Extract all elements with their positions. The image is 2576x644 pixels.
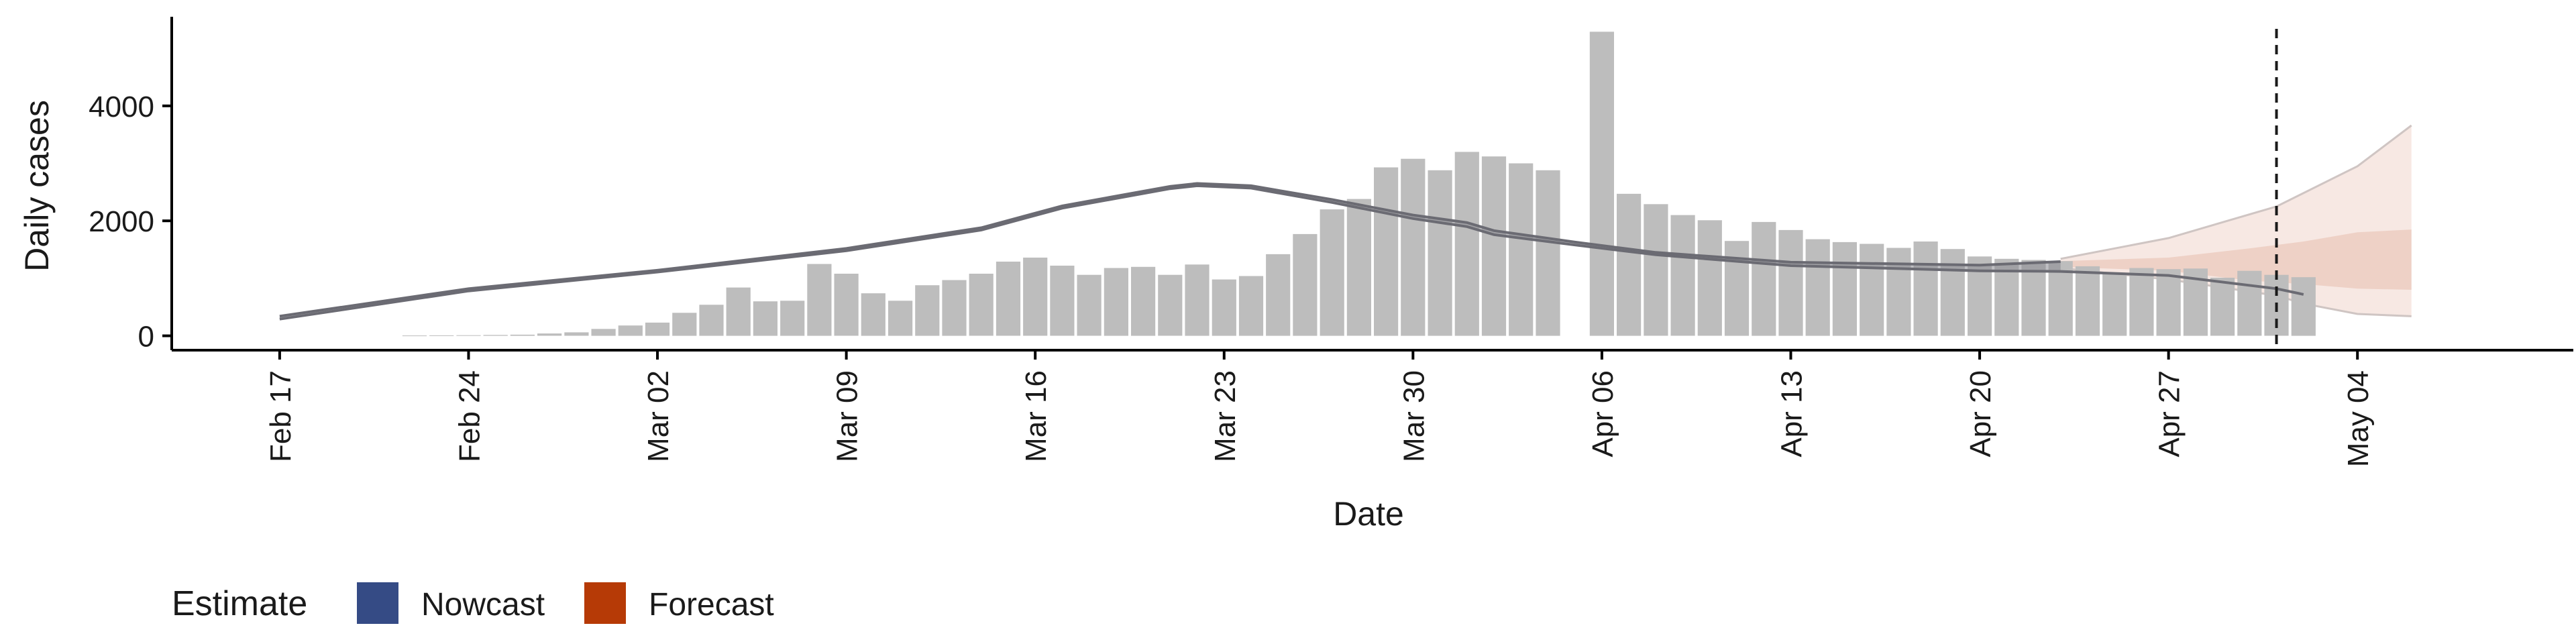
- bar: [591, 329, 616, 336]
- x-tick-label: Apr 06: [1587, 370, 1619, 458]
- legend-swatch-nowcast: [357, 582, 398, 624]
- bar: [1158, 274, 1183, 336]
- bar: [753, 301, 777, 336]
- bar: [1212, 279, 1236, 336]
- bar: [1481, 156, 1507, 336]
- bar: [1238, 276, 1264, 336]
- bar: [996, 262, 1021, 336]
- y-tick-label: 2000: [89, 205, 154, 238]
- y-axis-title: Daily cases: [18, 100, 56, 272]
- bar: [1185, 264, 1210, 336]
- bar: [1509, 163, 1534, 336]
- bar: [1644, 204, 1668, 336]
- bar: [1670, 215, 1695, 336]
- x-tick-label: Mar 23: [1209, 370, 1242, 462]
- bar: [429, 335, 454, 336]
- legend: Estimate Nowcast Forecast: [172, 582, 774, 624]
- bar: [2291, 277, 2316, 336]
- bar: [1131, 266, 1156, 336]
- bars: [402, 32, 2316, 337]
- bar: [1454, 152, 1479, 336]
- bar: [1428, 170, 1452, 336]
- bar: [699, 305, 724, 336]
- bar: [2156, 269, 2181, 336]
- x-tick-label: Mar 30: [1397, 370, 1430, 462]
- bar: [2048, 261, 2073, 336]
- bar: [1293, 233, 1318, 336]
- bar: [915, 285, 940, 336]
- bar: [1886, 248, 1911, 336]
- bar: [1266, 254, 1291, 336]
- x-tick-label: Apr 20: [1964, 370, 1997, 458]
- bar: [2075, 266, 2100, 336]
- bar: [537, 333, 562, 336]
- legend-swatch-forecast: [584, 582, 626, 624]
- nowcast-upper-line: [279, 182, 2061, 318]
- x-tick-label: May 04: [2342, 370, 2375, 467]
- bar: [807, 264, 832, 336]
- bar: [1940, 249, 1965, 336]
- x-tick-label: Feb 24: [453, 370, 486, 462]
- x-tick-label: Mar 09: [831, 370, 864, 462]
- bar: [969, 274, 994, 336]
- y-tick-label: 0: [138, 321, 154, 354]
- bar: [942, 280, 967, 336]
- bar: [2129, 268, 2154, 336]
- bar: [564, 332, 589, 336]
- bar: [510, 334, 535, 336]
- bar: [780, 301, 805, 336]
- y-tick-label: 4000: [89, 91, 154, 123]
- bar: [1401, 158, 1426, 336]
- forecast-inner-band: [2060, 229, 2412, 290]
- bar: [726, 287, 751, 336]
- bar: [2210, 278, 2235, 336]
- bar: [861, 293, 885, 336]
- bar: [1023, 258, 1048, 336]
- x-tick-label: Mar 02: [642, 370, 675, 462]
- x-tick-label: Apr 13: [1776, 370, 1809, 458]
- bar: [888, 301, 913, 336]
- bar: [1617, 193, 1642, 336]
- legend-label-nowcast: Nowcast: [421, 587, 545, 623]
- bar: [402, 335, 427, 337]
- bar: [1077, 274, 1102, 336]
- bar: [1913, 241, 1938, 336]
- x-tick-label: Mar 16: [1020, 370, 1053, 462]
- x-axis-title: Date: [1333, 495, 1404, 533]
- bar: [1724, 241, 1750, 336]
- bar: [1050, 266, 1075, 336]
- bar: [645, 322, 670, 336]
- x-tick-label: Apr 27: [2153, 370, 2186, 458]
- bar: [1805, 239, 1830, 336]
- bar: [1374, 167, 1399, 336]
- bar: [1832, 241, 1857, 336]
- legend-label-forecast: Forecast: [649, 587, 774, 623]
- bar: [1346, 199, 1371, 336]
- axes: 0 2000 4000 Feb 17 Feb 24 Mar 02 Mar 09 Mar 16 M…: [89, 17, 2573, 467]
- bar: [2102, 273, 2127, 336]
- bar: [1320, 209, 1344, 336]
- bar: [1752, 221, 1776, 336]
- legend-title: Estimate: [172, 584, 307, 623]
- bar: [2237, 270, 2262, 336]
- bar: [1860, 244, 1884, 336]
- bar: [1536, 170, 1560, 336]
- x-tick-label: Feb 17: [264, 370, 297, 462]
- bar: [1104, 268, 1128, 336]
- nowcast-band: [279, 182, 2304, 321]
- bar: [456, 335, 481, 336]
- bar: [618, 325, 643, 336]
- nowcast-lower-line: [279, 184, 2304, 321]
- bar: [672, 313, 697, 336]
- bar: [1778, 229, 1803, 336]
- bar: [1697, 220, 1722, 336]
- bar: [834, 274, 859, 336]
- bar: [1589, 32, 1614, 336]
